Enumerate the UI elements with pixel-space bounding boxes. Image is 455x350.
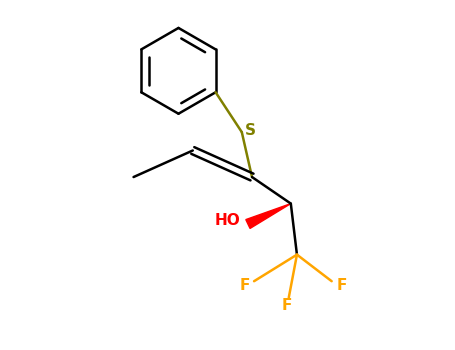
Text: F: F	[282, 298, 292, 313]
Polygon shape	[246, 204, 291, 229]
Text: S: S	[244, 122, 255, 138]
Text: HO: HO	[215, 213, 240, 228]
Text: F: F	[337, 278, 347, 293]
Text: F: F	[240, 278, 250, 293]
